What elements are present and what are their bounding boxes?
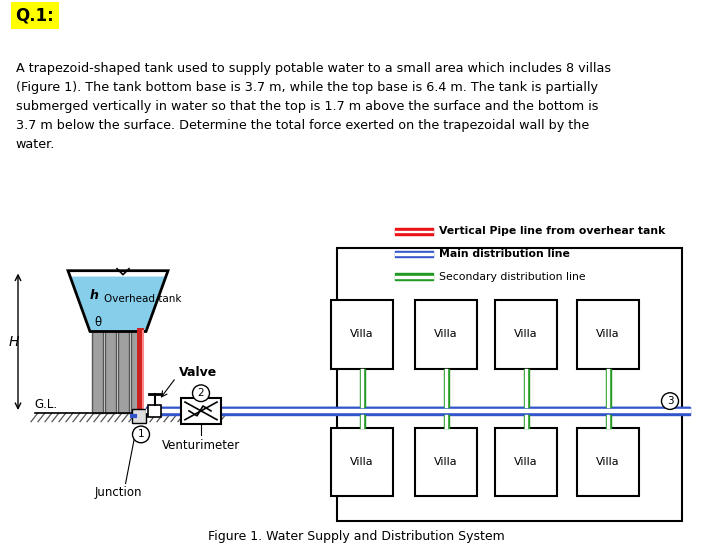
Text: Villa: Villa (514, 330, 538, 340)
Bar (132, 409, 146, 423)
Text: Q.1:: Q.1: (16, 7, 54, 24)
Bar (92, 331, 103, 413)
Circle shape (133, 426, 150, 443)
Bar (495, 427, 557, 496)
Bar (495, 300, 557, 369)
Text: Villa: Villa (514, 457, 538, 467)
Bar (415, 427, 477, 496)
Bar (105, 331, 116, 413)
Text: Villa: Villa (596, 457, 620, 467)
Text: A trapezoid-shaped tank used to supply potable water to a small area which inclu: A trapezoid-shaped tank used to supply p… (16, 62, 611, 151)
Text: Secondary distribution line: Secondary distribution line (439, 271, 585, 281)
Text: G.L.: G.L. (34, 398, 57, 411)
Text: h: h (90, 289, 99, 302)
Bar (415, 300, 477, 369)
Text: Villa: Villa (350, 330, 374, 340)
Text: θ: θ (94, 316, 101, 329)
Text: Villa: Villa (596, 330, 620, 340)
Circle shape (662, 393, 679, 410)
Text: Junction: Junction (95, 486, 143, 499)
Text: Villa: Villa (434, 330, 458, 340)
Bar (148, 405, 161, 417)
Bar (331, 427, 393, 496)
Bar (577, 427, 639, 496)
Text: 2: 2 (198, 388, 205, 398)
Circle shape (193, 385, 210, 402)
Text: 1: 1 (138, 430, 144, 440)
Text: H: H (9, 335, 19, 349)
Bar (118, 331, 129, 413)
Text: Main distribution line: Main distribution line (439, 249, 570, 259)
Text: Villa: Villa (434, 457, 458, 467)
Text: 3: 3 (667, 396, 673, 406)
Text: Figure 1. Water Supply and Distribution System: Figure 1. Water Supply and Distribution … (207, 530, 504, 543)
Text: Valve: Valve (179, 366, 217, 379)
Bar (181, 398, 221, 423)
Bar (337, 248, 682, 521)
Bar (131, 331, 142, 413)
Text: Villa: Villa (350, 457, 374, 467)
Polygon shape (71, 276, 165, 330)
Text: Overhead tank: Overhead tank (104, 294, 182, 304)
Text: Venturimeter: Venturimeter (162, 440, 240, 452)
Bar (331, 300, 393, 369)
Text: Vertical Pipe line from overhear tank: Vertical Pipe line from overhear tank (439, 226, 665, 236)
Bar (577, 300, 639, 369)
